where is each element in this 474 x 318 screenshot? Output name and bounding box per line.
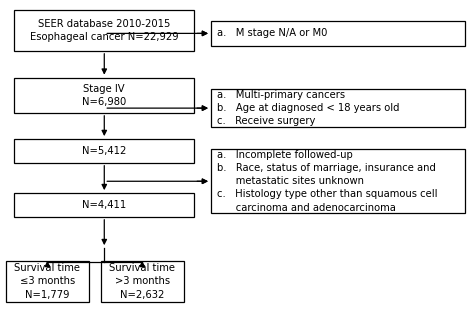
FancyBboxPatch shape [211, 21, 465, 46]
Text: N=4,411: N=4,411 [82, 200, 127, 210]
Text: a.   Incomplete followed-up
b.   Race, status of marriage, insurance and
      m: a. Incomplete followed-up b. Race, statu… [217, 150, 437, 213]
Text: a.   Multi-primary cancers
b.   Age at diagnosed < 18 years old
c.   Receive sur: a. Multi-primary cancers b. Age at diagn… [217, 90, 399, 126]
Text: Survival time
≤3 months
N=1,779: Survival time ≤3 months N=1,779 [14, 263, 81, 300]
Text: N=5,412: N=5,412 [82, 146, 127, 156]
Text: SEER database 2010-2015
Esophageal cancer N=22,929: SEER database 2010-2015 Esophageal cance… [30, 19, 179, 42]
FancyBboxPatch shape [6, 261, 89, 302]
FancyBboxPatch shape [14, 78, 194, 113]
FancyBboxPatch shape [100, 261, 183, 302]
Text: Stage IV
N=6,980: Stage IV N=6,980 [82, 84, 127, 107]
FancyBboxPatch shape [211, 89, 465, 127]
Text: a.   M stage N/A or M0: a. M stage N/A or M0 [217, 28, 327, 38]
FancyBboxPatch shape [14, 193, 194, 217]
FancyBboxPatch shape [14, 139, 194, 163]
FancyBboxPatch shape [211, 149, 465, 213]
Text: Survival time
>3 months
N=2,632: Survival time >3 months N=2,632 [109, 263, 175, 300]
FancyBboxPatch shape [14, 10, 194, 51]
